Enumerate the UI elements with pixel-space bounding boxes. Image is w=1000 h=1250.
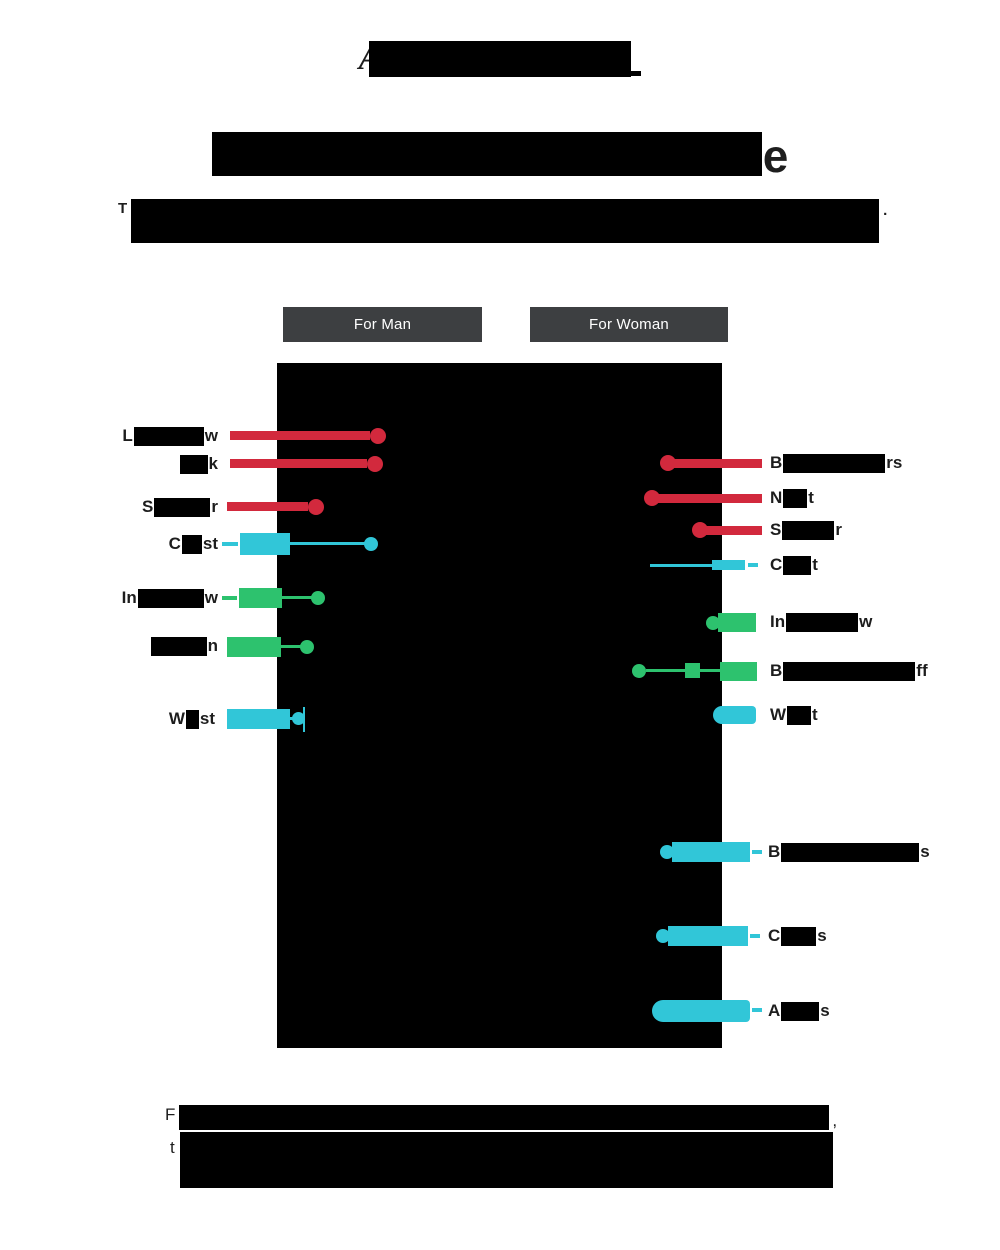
man-callout-dot-1 (370, 428, 386, 444)
woman-callout-line-2 (652, 494, 762, 503)
man-measure-label-3: S r (142, 497, 218, 517)
label-redaction (181, 534, 202, 554)
man-callout-line-6 (281, 645, 301, 648)
woman-measure-label-5: In w (770, 612, 873, 632)
woman-callout-pill-7 (713, 706, 756, 724)
label-redaction (781, 842, 920, 862)
for-woman-button[interactable]: For Woman (530, 307, 728, 342)
woman-callout-line-1 (668, 459, 762, 468)
man-callout-dot-7 (292, 712, 305, 725)
intro-paragraph: T . (118, 199, 887, 243)
woman-measure-label-4: C t (770, 555, 818, 575)
label-redaction (185, 709, 199, 729)
woman-callout-bar-4 (712, 560, 745, 570)
label-redaction (783, 555, 812, 575)
label-redaction (783, 453, 886, 473)
label-redaction (786, 612, 859, 632)
woman-callout-dash-9 (750, 934, 760, 938)
label-redaction (133, 426, 204, 446)
title-redaction-box (211, 132, 762, 176)
footer-note-line-1: F , (165, 1105, 838, 1130)
label-redaction (150, 636, 207, 656)
woman-callout-dot-8 (660, 845, 674, 859)
man-measure-label-5: In w (121, 588, 218, 608)
label-redaction (782, 520, 835, 540)
woman-callout-dot-5 (706, 616, 720, 630)
woman-callout-dash-8 (752, 850, 762, 854)
label-redaction (783, 661, 916, 681)
woman-callout-line-4 (650, 564, 712, 567)
woman-callout-dot-9 (656, 929, 670, 943)
intro-redaction-box (131, 199, 880, 243)
label-redaction (154, 497, 211, 517)
man-callout-dot-5 (311, 591, 325, 605)
woman-measure-label-7: W t (770, 705, 818, 725)
footer-redaction-2 (179, 1132, 833, 1188)
woman-callout-pill-10 (652, 1000, 750, 1022)
man-measure-label-7: W st (168, 709, 215, 729)
man-callout-bar-7 (227, 709, 290, 729)
man-callout-bar-4 (240, 533, 290, 555)
man-callout-dot-2 (367, 456, 383, 472)
label-redaction (781, 1001, 820, 1021)
footer-redaction-1 (179, 1105, 830, 1130)
man-callout-dot-6 (300, 640, 314, 654)
woman-measure-label-3: S r (770, 520, 842, 540)
woman-callout-line-3 (700, 526, 762, 535)
label-redaction (783, 488, 808, 508)
man-callout-dot-4 (364, 537, 378, 551)
woman-measure-label-8: B s (768, 842, 930, 862)
man-callout-line-3 (227, 502, 308, 511)
man-callout-bar-5 (239, 588, 282, 608)
man-measure-label-6: n (150, 636, 218, 656)
intro-visible-letter: T (118, 200, 128, 217)
woman-callout-bar-8 (672, 842, 750, 862)
man-measure-label-2: k (179, 454, 218, 474)
man-callout-dot-3 (308, 499, 324, 515)
logo-redaction-box (369, 41, 632, 77)
label-redaction (787, 705, 812, 725)
man-measure-label-4: C st (168, 534, 218, 554)
woman-callout-bar-9 (668, 926, 748, 946)
woman-callout-dash-4 (748, 563, 758, 567)
man-callout-dash-5 (222, 596, 237, 600)
intro-visible-period: . (883, 202, 888, 219)
man-callout-tick-7 (303, 707, 305, 732)
man-callout-line-2 (230, 459, 367, 468)
woman-measure-label-6: B ff (770, 661, 928, 681)
woman-callout-line-6b (700, 669, 720, 672)
woman-measure-label-2: N t (770, 488, 814, 508)
page-title: e (0, 130, 1000, 182)
woman-callout-dot-6 (632, 664, 646, 678)
man-callout-line-4 (290, 542, 366, 545)
woman-callout-square-6 (685, 663, 700, 678)
man-measure-label-1: L w (122, 426, 218, 446)
man-callout-line-1 (230, 431, 370, 440)
woman-measure-label-9: C s (768, 926, 827, 946)
for-man-button[interactable]: For Man (283, 307, 482, 342)
site-logo: A (0, 41, 1000, 77)
woman-measure-label-10: A s (768, 1001, 830, 1021)
label-redaction (781, 926, 817, 946)
man-callout-dash-4 (222, 542, 238, 546)
label-redaction (137, 588, 204, 608)
woman-callout-bar-6 (720, 662, 757, 681)
woman-callout-bar-5 (718, 613, 756, 632)
logo-underscore-fragment (627, 71, 642, 76)
title-visible-letter: e (762, 130, 789, 182)
label-redaction (179, 454, 208, 474)
woman-callout-dash-10 (752, 1008, 762, 1012)
body-figure-redacted-image (277, 363, 722, 1048)
footer-note-line-2: t (170, 1132, 833, 1188)
woman-callout-line-6a (646, 669, 685, 672)
man-callout-line-5 (282, 596, 312, 599)
woman-measure-label-1: B rs (770, 453, 903, 473)
man-callout-bar-6 (227, 637, 281, 657)
